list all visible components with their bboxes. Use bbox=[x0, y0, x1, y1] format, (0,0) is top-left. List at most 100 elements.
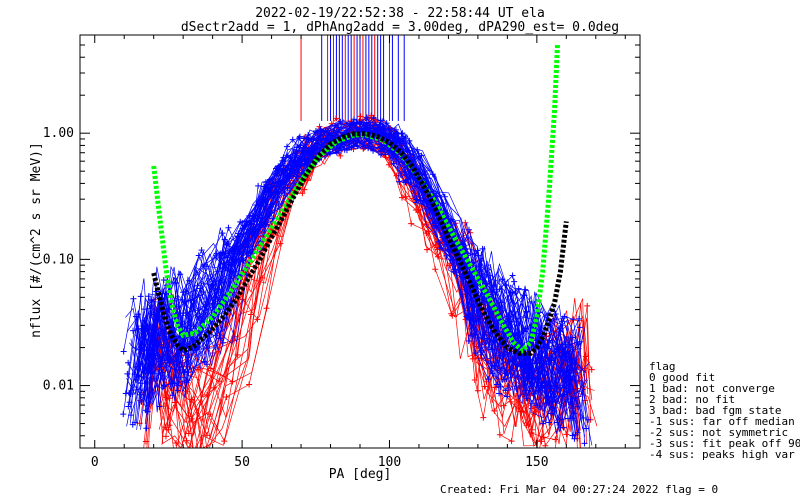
data-point-marker bbox=[290, 162, 297, 169]
data-point-marker bbox=[247, 311, 254, 318]
data-point-marker bbox=[571, 410, 578, 417]
data-point-marker bbox=[327, 150, 334, 157]
data-point-marker bbox=[132, 419, 139, 426]
data-point-marker bbox=[370, 125, 377, 132]
plot-area bbox=[120, 35, 598, 457]
data-point-marker bbox=[120, 411, 127, 418]
data-point-marker bbox=[142, 438, 149, 445]
x-tick-label: 150 bbox=[525, 455, 548, 470]
axes-layer: 0 50 100 150 0.01 0.10 1.00 bbox=[43, 34, 640, 470]
data-point-marker bbox=[147, 305, 154, 312]
data-point-marker bbox=[585, 416, 592, 423]
data-point-marker bbox=[478, 351, 485, 358]
data-point-marker bbox=[147, 296, 154, 303]
y-axis-label: nflux [#/(cm^2 s sr MeV)] bbox=[29, 142, 44, 338]
data-point-marker bbox=[207, 411, 214, 418]
data-point-marker bbox=[184, 377, 191, 384]
data-point-marker bbox=[480, 414, 487, 421]
data-point-marker bbox=[584, 302, 591, 309]
fit-curve-green bbox=[151, 44, 560, 354]
data-point-marker bbox=[166, 422, 173, 429]
data-point-marker bbox=[455, 267, 462, 274]
data-point-marker bbox=[396, 178, 403, 185]
trace-line bbox=[145, 117, 585, 444]
data-point-marker bbox=[511, 278, 518, 285]
data-point-marker bbox=[443, 240, 450, 247]
data-point-marker bbox=[569, 432, 576, 439]
data-point-marker bbox=[485, 376, 492, 383]
data-point-marker bbox=[220, 279, 227, 286]
data-point-marker bbox=[145, 293, 152, 300]
data-point-marker bbox=[566, 356, 573, 363]
data-point-marker bbox=[308, 136, 315, 143]
data-point-marker bbox=[171, 380, 178, 387]
data-point-marker bbox=[130, 327, 137, 334]
data-point-marker bbox=[514, 374, 521, 381]
legend-entry: -4 sus: peaks high var bbox=[649, 448, 795, 461]
trace-line bbox=[139, 121, 582, 379]
data-point-marker bbox=[559, 318, 566, 325]
data-point-marker bbox=[507, 358, 514, 365]
trace-line bbox=[136, 125, 579, 430]
trace-line bbox=[143, 123, 586, 413]
data-point-marker bbox=[583, 425, 590, 432]
data-point-marker bbox=[180, 289, 187, 296]
data-point-marker bbox=[196, 451, 202, 457]
footer-created: Created: Fri Mar 04 00:27:24 2022 flag =… bbox=[440, 483, 718, 496]
data-point-marker bbox=[446, 262, 453, 269]
data-point-marker bbox=[130, 295, 137, 302]
data-point-marker bbox=[240, 225, 247, 232]
data-point-marker bbox=[357, 113, 364, 120]
data-point-marker bbox=[488, 346, 495, 353]
data-point-marker bbox=[474, 387, 481, 394]
data-point-marker bbox=[472, 250, 479, 257]
data-point-marker bbox=[173, 440, 180, 447]
data-point-marker bbox=[162, 433, 169, 440]
data-point-marker bbox=[475, 354, 482, 361]
data-point-marker bbox=[434, 244, 441, 251]
data-point-marker bbox=[126, 389, 133, 396]
data-point-marker bbox=[496, 390, 503, 397]
data-point-marker bbox=[120, 348, 127, 355]
data-point-marker bbox=[324, 127, 331, 134]
data-point-marker bbox=[166, 395, 173, 402]
legend-entry: 0 good fit bbox=[649, 371, 715, 384]
data-point-marker bbox=[481, 383, 488, 390]
data-point-marker bbox=[335, 124, 342, 131]
data-point-marker bbox=[145, 325, 152, 332]
data-point-marker bbox=[139, 325, 146, 332]
data-point-marker bbox=[225, 224, 232, 231]
data-point-marker bbox=[552, 436, 559, 443]
data-point-marker bbox=[203, 361, 210, 368]
data-point-marker bbox=[504, 393, 511, 400]
data-point-marker bbox=[560, 424, 567, 431]
data-point-marker bbox=[212, 332, 219, 339]
data-point-marker bbox=[507, 289, 514, 296]
y-tick-label: 0.10 bbox=[43, 252, 74, 267]
data-point-marker bbox=[487, 358, 494, 365]
data-point-marker bbox=[570, 316, 577, 323]
data-point-marker bbox=[377, 151, 384, 158]
data-point-marker bbox=[201, 263, 208, 270]
data-point-marker bbox=[500, 402, 507, 409]
data-point-marker bbox=[509, 272, 516, 279]
data-point-marker bbox=[569, 386, 576, 393]
data-point-marker bbox=[312, 127, 319, 134]
data-point-marker bbox=[408, 220, 415, 227]
chart-subtitle: dSectr2add = 1, dPhAng2add = 3.00deg, dP… bbox=[181, 20, 619, 35]
data-point-marker bbox=[313, 146, 320, 153]
data-point-marker bbox=[124, 370, 131, 377]
data-point-marker bbox=[301, 135, 308, 142]
data-point-marker bbox=[494, 381, 501, 388]
data-point-marker bbox=[263, 305, 270, 312]
data-point-marker bbox=[299, 190, 306, 197]
x-tick-label: 100 bbox=[378, 455, 401, 470]
data-point-marker bbox=[370, 114, 377, 121]
data-point-marker bbox=[571, 435, 578, 442]
data-point-marker bbox=[412, 183, 419, 190]
data-point-marker bbox=[523, 387, 530, 394]
x-axis-label: PA [deg] bbox=[329, 467, 392, 482]
data-point-marker bbox=[537, 387, 544, 394]
data-point-marker bbox=[137, 293, 144, 300]
